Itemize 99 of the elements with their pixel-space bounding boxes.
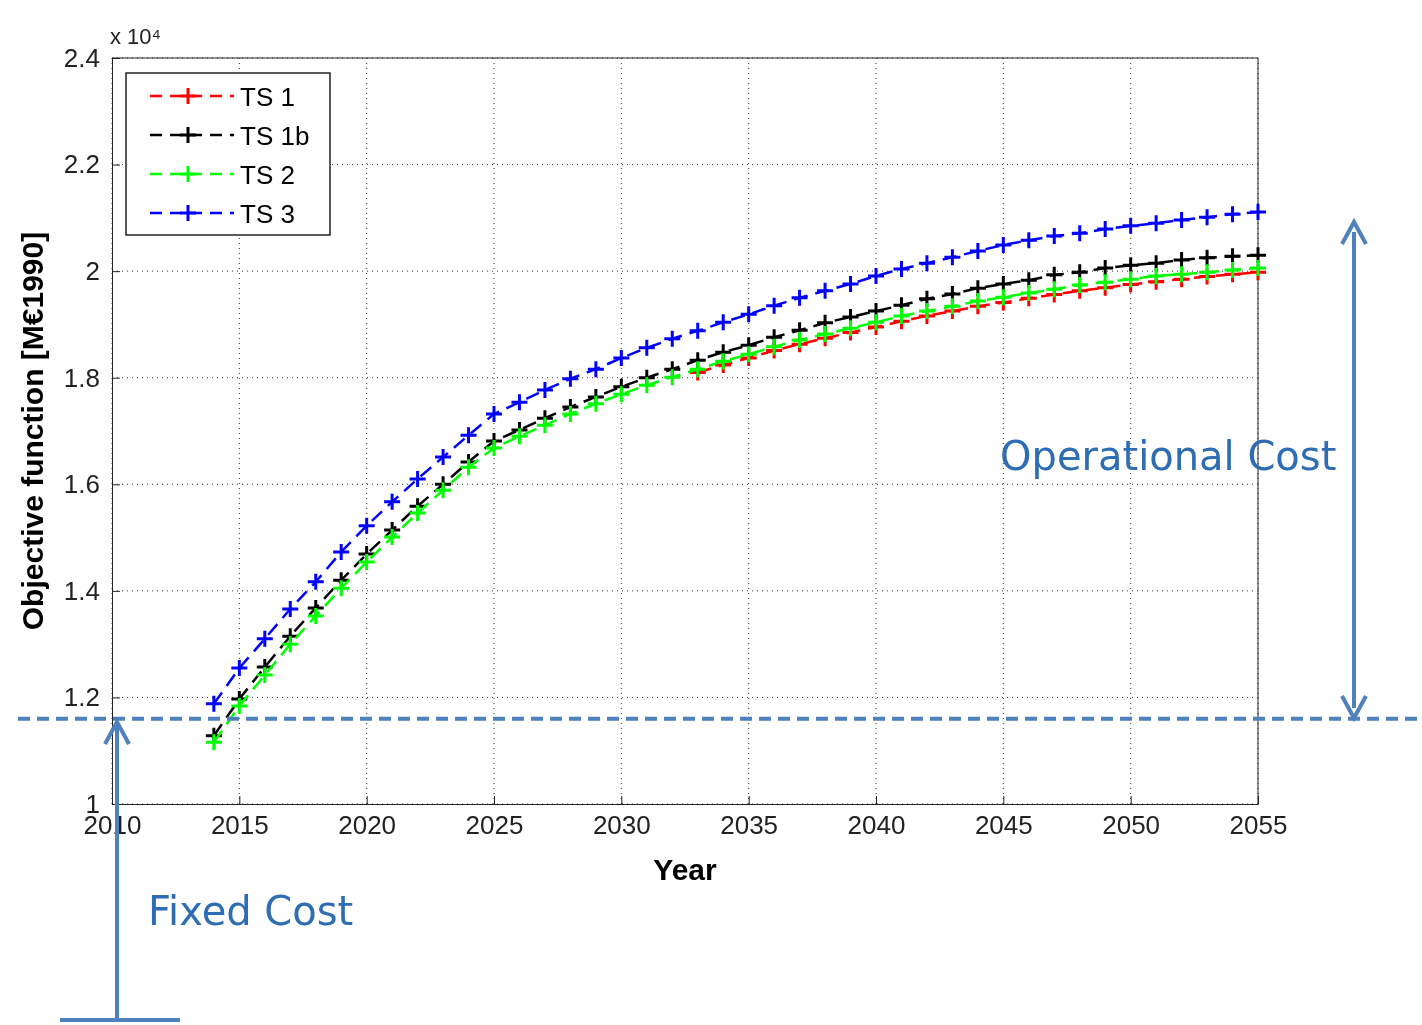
point xyxy=(1070,275,1090,295)
x-tick-label: 2045 xyxy=(974,810,1033,841)
point xyxy=(382,492,402,512)
point xyxy=(433,480,453,500)
point xyxy=(484,404,504,424)
point xyxy=(204,694,224,714)
point xyxy=(306,606,326,626)
point xyxy=(382,527,402,547)
point xyxy=(637,375,657,395)
point xyxy=(942,296,962,316)
point xyxy=(408,503,428,523)
point xyxy=(229,658,249,678)
point xyxy=(1095,272,1115,292)
x-tick-label: 2040 xyxy=(847,810,906,841)
point xyxy=(560,404,580,424)
annotation: Operational Cost xyxy=(1000,433,1337,479)
point xyxy=(229,696,249,716)
legend-label: TS 2 xyxy=(240,160,295,190)
point xyxy=(459,457,479,477)
point xyxy=(1146,266,1166,286)
point xyxy=(790,288,810,308)
point xyxy=(662,367,682,387)
point xyxy=(739,304,759,324)
x-axis-title: Year xyxy=(653,853,718,886)
point xyxy=(280,599,300,619)
x-tick-label: 2055 xyxy=(1229,810,1288,841)
point xyxy=(586,394,606,414)
point xyxy=(611,384,631,404)
y-tick-label: 2 xyxy=(85,255,100,286)
point xyxy=(968,291,988,311)
point xyxy=(459,425,479,445)
point xyxy=(1044,226,1064,246)
point xyxy=(1172,210,1192,230)
point xyxy=(942,247,962,267)
point xyxy=(1121,269,1141,289)
point xyxy=(1095,219,1115,239)
point xyxy=(433,447,453,467)
x-tick-label: 2050 xyxy=(1102,810,1161,841)
legend-label: TS 3 xyxy=(240,199,295,229)
point xyxy=(331,542,351,562)
x-tick-label: 2030 xyxy=(592,810,651,841)
point xyxy=(993,235,1013,255)
point xyxy=(255,665,275,685)
point xyxy=(1146,213,1166,233)
y-tick-label: 1.8 xyxy=(63,362,100,393)
point xyxy=(1121,216,1141,236)
point xyxy=(509,426,529,446)
point xyxy=(968,241,988,261)
point xyxy=(841,274,861,294)
x-tick-label: 2025 xyxy=(465,810,524,841)
point xyxy=(535,415,555,435)
point xyxy=(586,359,606,379)
y-tick-label: 1.2 xyxy=(63,682,100,713)
point xyxy=(204,732,224,752)
point xyxy=(1223,204,1243,224)
legend-label: TS 1b xyxy=(240,121,310,151)
point xyxy=(662,329,682,349)
point xyxy=(357,516,377,536)
x-tick-label: 2035 xyxy=(720,810,779,841)
point xyxy=(917,301,937,321)
x-tick-label: 2015 xyxy=(210,810,269,841)
point xyxy=(688,321,708,341)
text: x 10⁴ xyxy=(110,24,162,49)
y-tick-label: 2.2 xyxy=(63,149,100,180)
point xyxy=(637,338,657,358)
point xyxy=(917,253,937,273)
y-tick-label: 1.6 xyxy=(63,469,100,500)
point xyxy=(891,306,911,326)
point xyxy=(866,312,886,332)
point xyxy=(1197,207,1217,227)
point xyxy=(1019,230,1039,250)
point xyxy=(891,259,911,279)
point xyxy=(509,392,529,412)
point xyxy=(1044,279,1064,299)
point xyxy=(408,469,428,489)
point xyxy=(331,578,351,598)
point xyxy=(1070,223,1090,243)
y-tick-label: 2.4 xyxy=(63,42,100,73)
point xyxy=(993,287,1013,307)
text: Fixed Cost xyxy=(148,888,354,934)
point xyxy=(484,438,504,458)
point xyxy=(255,629,275,649)
point xyxy=(611,348,631,368)
point xyxy=(306,572,326,592)
y-tick-label: 1.4 xyxy=(63,575,100,606)
legend-label: TS 1 xyxy=(240,82,295,112)
point xyxy=(560,369,580,389)
y-axis-title: Objective function [M€1990] xyxy=(16,231,49,631)
point xyxy=(815,281,835,301)
point xyxy=(535,380,555,400)
point xyxy=(280,634,300,654)
point xyxy=(1019,283,1039,303)
x-tick-label: 2020 xyxy=(338,810,397,841)
point xyxy=(713,312,733,332)
point xyxy=(764,296,784,316)
point xyxy=(357,552,377,572)
point xyxy=(1172,264,1192,284)
point xyxy=(1248,202,1268,222)
point xyxy=(866,266,886,286)
